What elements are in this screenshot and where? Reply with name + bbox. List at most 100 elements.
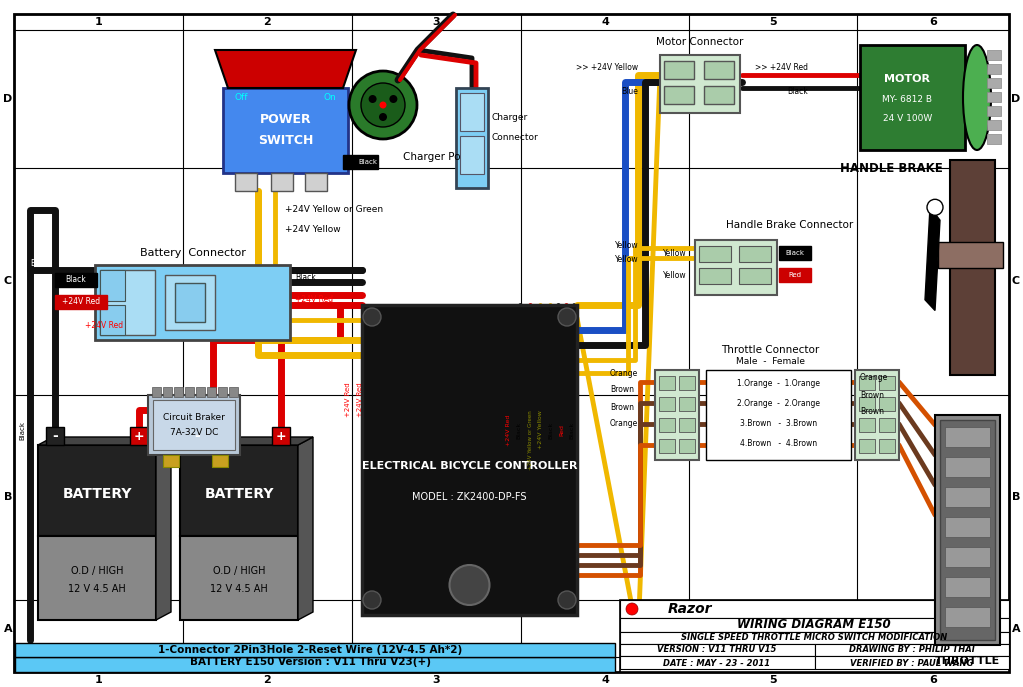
Bar xyxy=(620,618,1009,632)
Text: Black: Black xyxy=(517,421,522,438)
Text: DATE : MAY - 23 - 2011: DATE : MAY - 23 - 2011 xyxy=(664,659,770,668)
Bar xyxy=(100,270,155,335)
Text: BATTERY: BATTERY xyxy=(62,487,132,501)
Text: MY- 6812 B: MY- 6812 B xyxy=(882,95,932,104)
Circle shape xyxy=(363,591,381,609)
Text: B: B xyxy=(4,493,12,502)
Bar xyxy=(938,242,1003,267)
Bar xyxy=(940,420,995,640)
Bar xyxy=(165,275,215,330)
Bar xyxy=(879,418,895,432)
Text: Brown: Brown xyxy=(610,403,634,412)
Text: +24V Red: +24V Red xyxy=(505,414,510,446)
Bar xyxy=(55,273,97,287)
Text: Battery  Connector: Battery Connector xyxy=(139,248,246,258)
Bar xyxy=(196,387,205,397)
Bar xyxy=(130,427,148,445)
Bar xyxy=(699,246,731,262)
Text: +24V Yellow: +24V Yellow xyxy=(538,411,543,449)
Bar xyxy=(855,370,899,460)
Text: +24V Red: +24V Red xyxy=(62,297,100,306)
Text: Charger Port: Charger Port xyxy=(403,152,469,162)
Bar xyxy=(739,246,771,262)
Polygon shape xyxy=(298,437,313,620)
Circle shape xyxy=(361,83,405,127)
Text: 2: 2 xyxy=(264,675,271,685)
Polygon shape xyxy=(180,437,313,445)
Bar xyxy=(935,415,1000,645)
Text: 1: 1 xyxy=(94,675,102,685)
Bar xyxy=(879,439,895,453)
Circle shape xyxy=(368,95,376,103)
Bar xyxy=(659,439,675,453)
Text: +24V Yellow: +24V Yellow xyxy=(285,225,341,234)
Text: D: D xyxy=(3,94,12,104)
Bar xyxy=(620,600,1009,672)
Bar xyxy=(15,643,615,657)
Bar xyxy=(185,387,194,397)
Text: +: + xyxy=(134,429,144,442)
Bar xyxy=(180,536,298,620)
Text: Black: Black xyxy=(295,273,316,282)
Text: DRAWING BY : PHILIP THAI: DRAWING BY : PHILIP THAI xyxy=(849,646,975,655)
Circle shape xyxy=(380,102,387,109)
Text: A: A xyxy=(1012,624,1020,633)
Text: THROTTLE: THROTTLE xyxy=(935,656,1000,666)
Bar xyxy=(148,395,240,455)
Circle shape xyxy=(449,565,489,605)
Text: 5: 5 xyxy=(769,17,776,27)
Bar xyxy=(163,387,172,397)
Bar xyxy=(679,376,695,390)
Bar xyxy=(860,45,965,150)
Text: +24V Red: +24V Red xyxy=(357,383,363,417)
Bar xyxy=(987,78,1000,88)
Text: Orange: Orange xyxy=(610,420,638,429)
Text: +24V Yellow or Green: +24V Yellow or Green xyxy=(285,205,384,214)
Text: 3: 3 xyxy=(433,675,440,685)
Circle shape xyxy=(626,603,638,615)
Text: WIRING DIAGRAM E150: WIRING DIAGRAM E150 xyxy=(738,618,891,631)
Bar xyxy=(153,400,235,450)
Text: Motor Connector: Motor Connector xyxy=(657,37,744,47)
Bar xyxy=(207,387,216,397)
Text: 3.Brown   -  3.Brown: 3.Brown - 3.Brown xyxy=(740,420,817,429)
Bar xyxy=(188,427,206,445)
Bar xyxy=(945,427,990,447)
Bar xyxy=(945,487,990,507)
Bar xyxy=(879,397,895,411)
Text: Brown: Brown xyxy=(860,390,884,400)
Text: +24V Red: +24V Red xyxy=(345,383,351,417)
Bar xyxy=(152,387,161,397)
Text: -: - xyxy=(194,429,199,443)
Bar xyxy=(38,536,155,620)
Polygon shape xyxy=(155,437,171,620)
Polygon shape xyxy=(38,437,171,445)
Bar xyxy=(679,418,695,432)
Bar xyxy=(987,120,1000,130)
Text: Yellow: Yellow xyxy=(663,271,687,280)
Bar xyxy=(704,61,733,79)
Bar xyxy=(695,240,777,295)
Bar xyxy=(362,305,577,615)
Text: POWER: POWER xyxy=(260,113,311,126)
Bar xyxy=(620,656,815,669)
Text: Brown: Brown xyxy=(610,385,634,394)
Circle shape xyxy=(927,199,943,215)
Bar xyxy=(987,106,1000,116)
Bar xyxy=(945,547,990,567)
Bar xyxy=(706,370,851,460)
Text: 4: 4 xyxy=(602,675,609,685)
Text: Yellow: Yellow xyxy=(615,240,638,249)
Text: +24V Yellow or Green: +24V Yellow or Green xyxy=(528,410,533,470)
Bar xyxy=(620,632,1009,644)
Text: Black: Black xyxy=(570,421,575,438)
Text: On: On xyxy=(323,93,337,102)
Text: Black: Black xyxy=(358,159,377,165)
Text: Razor: Razor xyxy=(668,602,712,616)
Text: +: + xyxy=(275,429,286,442)
Circle shape xyxy=(349,71,417,139)
Bar xyxy=(100,270,125,300)
Bar xyxy=(664,61,694,79)
Text: 6: 6 xyxy=(929,17,937,27)
Text: ELECTRICAL BICYCLE CONTROLLER: ELECTRICAL BICYCLE CONTROLLER xyxy=(362,461,577,471)
